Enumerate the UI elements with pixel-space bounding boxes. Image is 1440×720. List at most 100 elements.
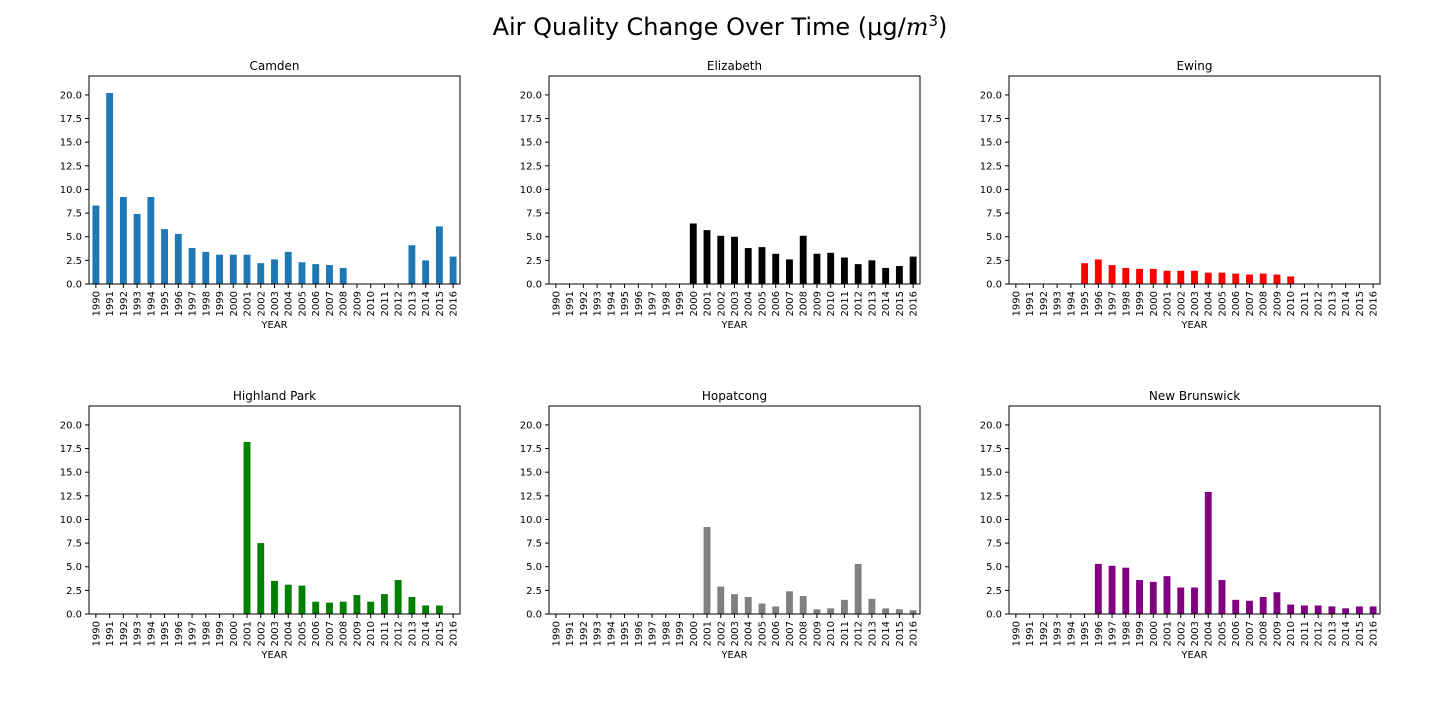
x-tick-label: 2006 <box>771 621 782 646</box>
bar-new-brunswick-2002 <box>1177 587 1185 614</box>
x-tick-label: 2011 <box>1300 621 1311 646</box>
x-tick-label: 2005 <box>757 291 768 316</box>
bar-camden-1990 <box>92 205 100 284</box>
x-tick-label: 2001 <box>703 621 714 646</box>
bar-ewing-2008 <box>1259 273 1267 284</box>
x-tick-label: 2000 <box>1149 291 1160 316</box>
bar-camden-1995 <box>161 229 169 284</box>
x-tick-label: 1992 <box>1039 621 1050 646</box>
x-tick-label: 2006 <box>1231 291 1242 316</box>
x-tick-label: 2004 <box>284 621 295 646</box>
y-tick-label: 15.0 <box>60 138 82 149</box>
y-tick-label: 0.0 <box>986 280 1002 291</box>
x-tick-label: 2003 <box>1190 621 1201 646</box>
y-tick-label: 5.0 <box>526 232 542 243</box>
bar-ewing-2009 <box>1273 274 1281 284</box>
x-tick-label: 2008 <box>1259 621 1270 646</box>
bar-elizabeth-2012 <box>854 264 862 284</box>
x-tick-label: 2008 <box>339 291 350 316</box>
x-tick-label: 1996 <box>1094 291 1105 316</box>
y-tick-label: 0.0 <box>66 280 82 291</box>
x-tick-label: 2008 <box>799 621 810 646</box>
x-tick-label: 1991 <box>565 621 576 646</box>
x-tick-label: 2000 <box>229 621 240 646</box>
x-tick-label: 2006 <box>311 291 322 316</box>
x-tick-label: 1996 <box>174 621 185 646</box>
y-tick-label: 10.0 <box>980 185 1002 196</box>
x-tick-label: 1998 <box>201 621 212 646</box>
bar-new-brunswick-2010 <box>1287 604 1295 614</box>
bar-elizabeth-2006 <box>772 253 780 284</box>
y-tick-label: 17.5 <box>520 444 542 455</box>
bar-ewing-2010 <box>1287 276 1295 284</box>
x-tick-label: 2003 <box>1190 291 1201 316</box>
figure-title-math: m <box>905 13 929 41</box>
x-tick-label: 1995 <box>620 291 631 316</box>
bar-highland-park-2002 <box>257 543 265 614</box>
x-axis-label: YEAR <box>720 650 747 661</box>
x-axis-label: YEAR <box>720 320 747 331</box>
subplot-camden: 0.0 2.5 5.0 7.5 10.0 12.5 15.0 17.5 20.0 1990 1991… <box>60 59 461 331</box>
bar-hopatcong-2011 <box>840 599 848 614</box>
bar-hopatcong-2015 <box>895 609 903 614</box>
x-axis-label: YEAR <box>1180 320 1207 331</box>
y-tick-label: 12.5 <box>980 161 1002 172</box>
x-tick-label: 2011 <box>840 291 851 316</box>
bar-camden-2008 <box>339 267 347 284</box>
bar-ewing-2007 <box>1246 274 1253 284</box>
x-tick-label: 1993 <box>593 291 604 316</box>
subplot-ewing: 0.0 2.5 5.0 7.5 10.0 12.5 15.0 17.5 20.0 1990 1991… <box>980 59 1381 331</box>
x-tick-label: 1994 <box>1066 291 1077 316</box>
x-tick-label: 1997 <box>1108 621 1119 646</box>
x-tick-label: 2006 <box>311 621 322 646</box>
y-tick-label: 15.0 <box>60 468 82 479</box>
y-tick-label: 10.0 <box>520 185 542 196</box>
subplot-highland-park: 0.0 2.5 5.0 7.5 10.0 12.5 15.0 17.5 20.0 1990 1991… <box>60 389 461 661</box>
bar-highland-park-2003 <box>271 580 278 614</box>
x-tick-label: 2000 <box>229 291 240 316</box>
x-tick-label: 1999 <box>1135 291 1146 316</box>
x-tick-label: 2001 <box>1163 621 1174 646</box>
x-tick-label: 1992 <box>119 291 130 316</box>
bar-elizabeth-2009 <box>813 253 821 284</box>
bar-highland-park-2012 <box>394 579 402 614</box>
bar-elizabeth-2001 <box>703 230 711 284</box>
x-tick-label: 1993 <box>133 621 144 646</box>
x-tick-label: 2003 <box>730 621 741 646</box>
y-tick-label: 17.5 <box>980 114 1002 125</box>
x-tick-label: 2005 <box>297 291 308 316</box>
x-tick-label: 2003 <box>270 291 281 316</box>
bar-new-brunswick-2004 <box>1204 492 1212 614</box>
x-axis-label: YEAR <box>260 320 287 331</box>
bar-new-brunswick-2012 <box>1314 605 1322 614</box>
x-tick-label: 2006 <box>771 291 782 316</box>
bar-camden-2005 <box>298 262 306 284</box>
y-tick-label: 15.0 <box>980 468 1002 479</box>
x-tick-label: 2015 <box>435 621 446 646</box>
bar-ewing-2003 <box>1191 270 1198 284</box>
x-tick-label: 2016 <box>909 621 920 646</box>
x-tick-label: 2004 <box>744 621 755 646</box>
y-tick-label: 17.5 <box>60 114 82 125</box>
bar-camden-1993 <box>133 214 141 284</box>
x-tick-label: 2009 <box>812 621 823 646</box>
bar-elizabeth-2015 <box>895 266 903 284</box>
x-tick-label: 2005 <box>297 621 308 646</box>
x-tick-label: 2003 <box>730 291 741 316</box>
y-tick-label: 2.5 <box>526 256 542 267</box>
subplot-title: Highland Park <box>233 389 316 403</box>
y-tick-label: 15.0 <box>520 468 542 479</box>
subplot-title: Elizabeth <box>707 59 762 73</box>
x-tick-label: 1995 <box>1080 621 1091 646</box>
y-tick-label: 20.0 <box>980 90 1002 101</box>
x-tick-label: 1994 <box>606 291 617 316</box>
x-tick-label: 2012 <box>394 621 405 646</box>
x-tick-label: 2002 <box>1176 621 1187 646</box>
x-tick-label: 2013 <box>867 291 878 316</box>
y-tick-label: 12.5 <box>60 161 82 172</box>
x-tick-label: 2009 <box>812 291 823 316</box>
x-tick-label: 1993 <box>593 621 604 646</box>
bar-highland-park-2011 <box>380 594 388 614</box>
x-tick-label: 1996 <box>1094 621 1105 646</box>
